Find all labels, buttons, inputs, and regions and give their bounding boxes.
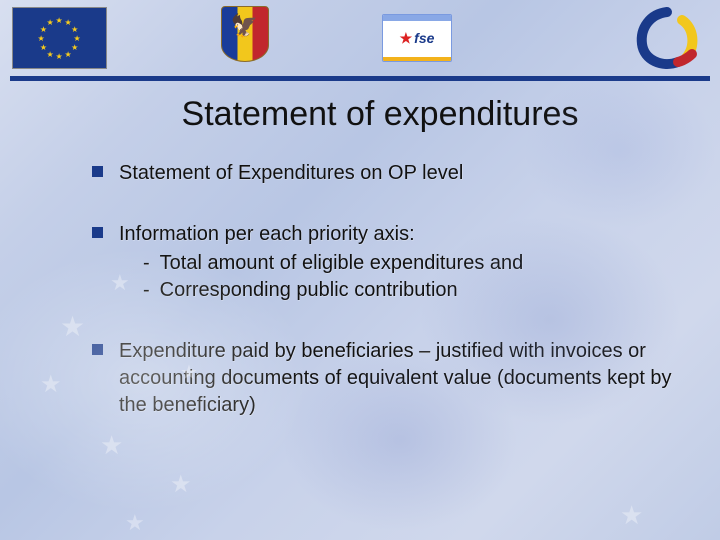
romania-swirl-logo xyxy=(632,6,702,72)
sub-item-text: Corresponding public contribution xyxy=(160,277,458,304)
bullet-body: Information per each priority axis:-Tota… xyxy=(119,221,523,304)
bullet-marker-icon xyxy=(92,344,103,355)
eu-star-icon: ★ xyxy=(74,34,81,43)
eu-star-icon: ★ xyxy=(40,43,47,52)
eu-star-icon: ★ xyxy=(38,34,45,43)
bullet-item: Expenditure paid by beneficiaries – just… xyxy=(92,338,680,419)
eu-star-icon: ★ xyxy=(71,25,78,34)
fse-logo-text: fse xyxy=(414,30,434,46)
bullet-body: Statement of Expenditures on OP level xyxy=(119,160,463,187)
sub-item: -Total amount of eligible expenditures a… xyxy=(143,250,523,277)
eu-star-icon: ★ xyxy=(47,50,54,59)
slide-title: Statement of expenditures xyxy=(140,95,620,134)
logo-header: ★★★★★★★★★★★★ 🦅 ★ fse xyxy=(0,0,720,76)
sub-item: -Corresponding public contribution xyxy=(143,277,523,304)
romania-coat-of-arms-logo: 🦅 xyxy=(217,6,272,70)
eagle-icon: 🦅 xyxy=(231,13,258,39)
bullet-item: Information per each priority axis:-Tota… xyxy=(92,221,680,304)
bullet-body: Expenditure paid by beneficiaries – just… xyxy=(119,338,680,419)
sub-item-text: Total amount of eligible expenditures an… xyxy=(160,250,524,277)
decorative-star-icon: ★ xyxy=(170,470,192,499)
bullet-item: Statement of Expenditures on OP level xyxy=(92,160,680,187)
bullet-text: Information per each priority axis: xyxy=(119,221,523,248)
decorative-star-icon: ★ xyxy=(620,500,643,531)
eu-star-icon: ★ xyxy=(56,16,63,25)
decorative-star-icon: ★ xyxy=(100,430,123,461)
eu-star-icon: ★ xyxy=(47,18,54,27)
fse-logo: ★ fse xyxy=(382,14,452,62)
eu-flag-logo: ★★★★★★★★★★★★ xyxy=(12,7,107,69)
bullet-marker-icon xyxy=(92,227,103,238)
bullet-marker-icon xyxy=(92,166,103,177)
sub-list: -Total amount of eligible expenditures a… xyxy=(119,250,523,304)
eu-star-icon: ★ xyxy=(71,43,78,52)
eu-star-icon: ★ xyxy=(56,52,63,61)
decorative-star-icon: ★ xyxy=(125,510,145,536)
eu-star-icon: ★ xyxy=(65,50,72,59)
dash-icon: - xyxy=(143,277,150,304)
bullet-text: Expenditure paid by beneficiaries – just… xyxy=(119,338,680,419)
header-divider xyxy=(10,76,710,81)
dash-icon: - xyxy=(143,250,150,277)
star-icon: ★ xyxy=(400,30,413,47)
slide-content: Statement of Expenditures on OP level Inf… xyxy=(0,142,720,419)
bullet-text: Statement of Expenditures on OP level xyxy=(119,160,463,187)
